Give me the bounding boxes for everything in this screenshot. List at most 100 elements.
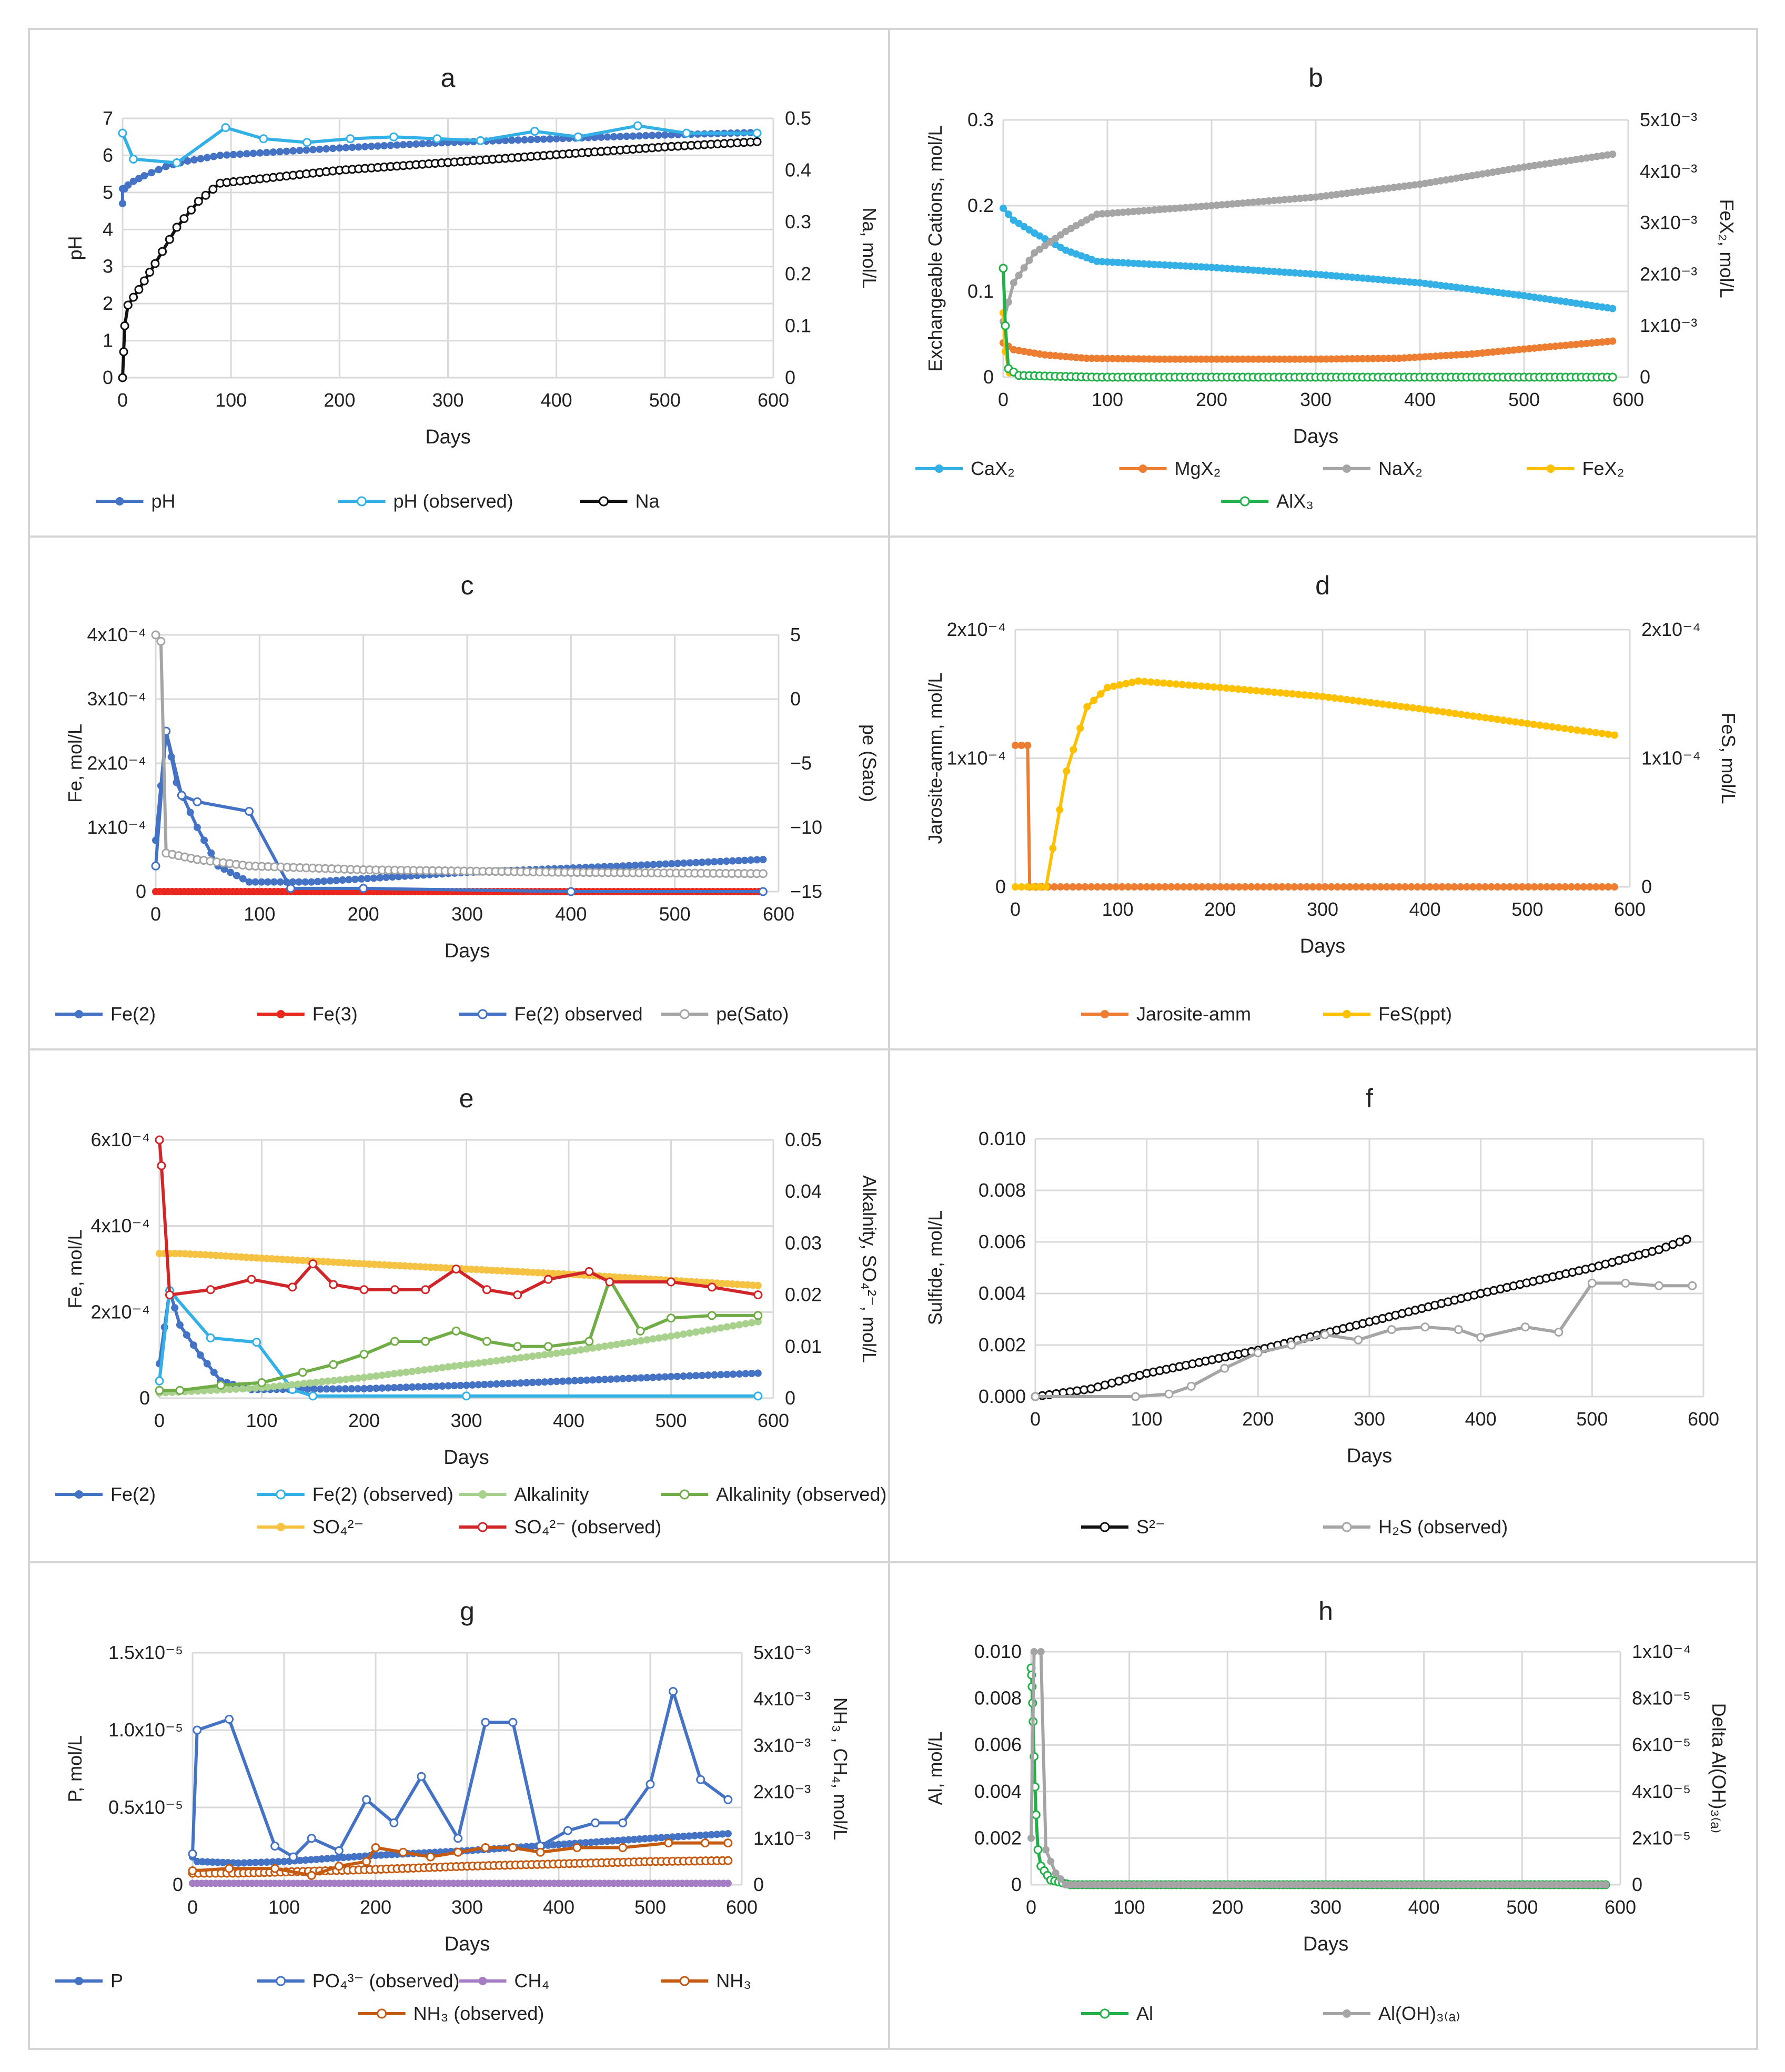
data-point	[223, 151, 231, 159]
data-point	[348, 1385, 356, 1393]
data-point	[1153, 679, 1161, 686]
data-point	[601, 1342, 609, 1350]
y-tick-label: 0.006	[974, 1734, 1022, 1755]
data-point	[1186, 883, 1194, 891]
legend-swatch-marker	[357, 496, 367, 507]
data-point	[118, 373, 127, 382]
data-point	[145, 268, 155, 277]
y2-tick-label: 5	[790, 624, 801, 645]
data-point	[513, 1290, 522, 1300]
data-point	[362, 1795, 371, 1804]
x-tick-label: 0	[154, 1410, 165, 1431]
data-point	[1494, 715, 1501, 723]
y-tick-label: 1x10⁻⁴	[946, 747, 1006, 769]
data-point	[536, 1847, 545, 1857]
data-point	[276, 1382, 284, 1390]
data-point	[296, 1856, 304, 1864]
data-point	[151, 630, 160, 640]
legend-label: CaX₂	[971, 458, 1015, 479]
data-point	[753, 856, 761, 864]
data-point	[1291, 355, 1299, 363]
data-point	[1621, 1278, 1630, 1288]
data-point	[251, 878, 259, 886]
y2-tick-label: 1x10⁻⁴	[1632, 1641, 1691, 1662]
data-point	[625, 1374, 633, 1382]
data-point	[661, 1373, 669, 1381]
data-point	[1322, 355, 1330, 363]
x-tick-label: 200	[348, 1410, 380, 1431]
x-tick-label: 300	[450, 1410, 482, 1431]
data-point	[1222, 684, 1230, 692]
data-point	[239, 1385, 247, 1393]
data-point	[356, 1853, 364, 1861]
data-point	[1469, 883, 1477, 891]
y-tick-label: 3	[103, 256, 113, 277]
x-tick-label: 0	[1030, 1408, 1041, 1430]
data-point	[649, 1335, 657, 1343]
data-point	[155, 1376, 164, 1386]
data-point	[719, 1830, 727, 1838]
y-tick-label: 0.004	[979, 1282, 1026, 1304]
data-point	[553, 1378, 561, 1386]
data-point	[295, 878, 303, 886]
data-point	[1395, 355, 1403, 362]
data-point	[259, 134, 268, 144]
data-point	[354, 1374, 362, 1382]
x-tick-label: 400	[555, 903, 587, 925]
data-point	[641, 1835, 649, 1843]
data-point	[1135, 260, 1143, 268]
data-point	[631, 1338, 639, 1346]
data-point	[1161, 261, 1168, 269]
y-tick-label: 0.002	[979, 1334, 1026, 1356]
data-point	[150, 259, 160, 268]
data-point	[1548, 723, 1556, 731]
legend-label: SO₄²⁻	[312, 1516, 364, 1538]
data-point	[236, 150, 244, 158]
data-point	[549, 1841, 557, 1849]
data-point	[546, 135, 554, 143]
data-point	[361, 143, 369, 150]
y2-tick-label: 0	[785, 367, 795, 388]
data-point	[529, 1379, 537, 1387]
data-point	[582, 1839, 590, 1847]
data-point	[334, 1862, 344, 1871]
data-point	[1135, 355, 1143, 363]
data-point	[318, 1855, 326, 1863]
x-tick-label: 400	[1404, 389, 1436, 410]
data-point	[1592, 883, 1600, 891]
data-point	[1191, 682, 1199, 690]
data-point	[323, 1855, 331, 1863]
data-point	[1056, 806, 1064, 814]
data-point	[1015, 271, 1023, 279]
y2-axis-label: Delta Al(OH)₃₍ₐ₎	[1708, 1703, 1730, 1834]
y-tick-label: 2x10⁻⁴	[87, 752, 146, 774]
data-point	[1442, 351, 1450, 359]
data-point	[711, 1325, 719, 1333]
data-point	[1406, 353, 1414, 361]
data-point	[420, 1366, 428, 1374]
data-point	[286, 884, 296, 893]
data-point	[414, 1367, 422, 1374]
data-point	[1374, 355, 1382, 362]
data-point	[530, 127, 539, 136]
x-tick-label: 500	[1511, 898, 1543, 920]
data-point	[614, 1836, 622, 1844]
data-point	[708, 1831, 715, 1838]
data-point	[1266, 883, 1274, 891]
panel-frame	[888, 1561, 1758, 2050]
data-point	[1433, 707, 1441, 715]
data-point	[625, 1339, 633, 1347]
data-point	[1027, 1834, 1035, 1842]
data-point	[1119, 259, 1127, 267]
data-point	[742, 1320, 750, 1328]
data-point	[1030, 883, 1038, 891]
data-point	[1339, 883, 1347, 891]
data-point	[1608, 372, 1617, 382]
data-point	[1033, 1845, 1043, 1855]
data-point	[481, 1717, 490, 1727]
data-point	[1542, 722, 1550, 730]
y-tick-label: 0.010	[974, 1641, 1022, 1662]
series-line	[1015, 679, 1615, 888]
y2-tick-label: −5	[790, 752, 812, 774]
data-point	[1151, 260, 1158, 268]
